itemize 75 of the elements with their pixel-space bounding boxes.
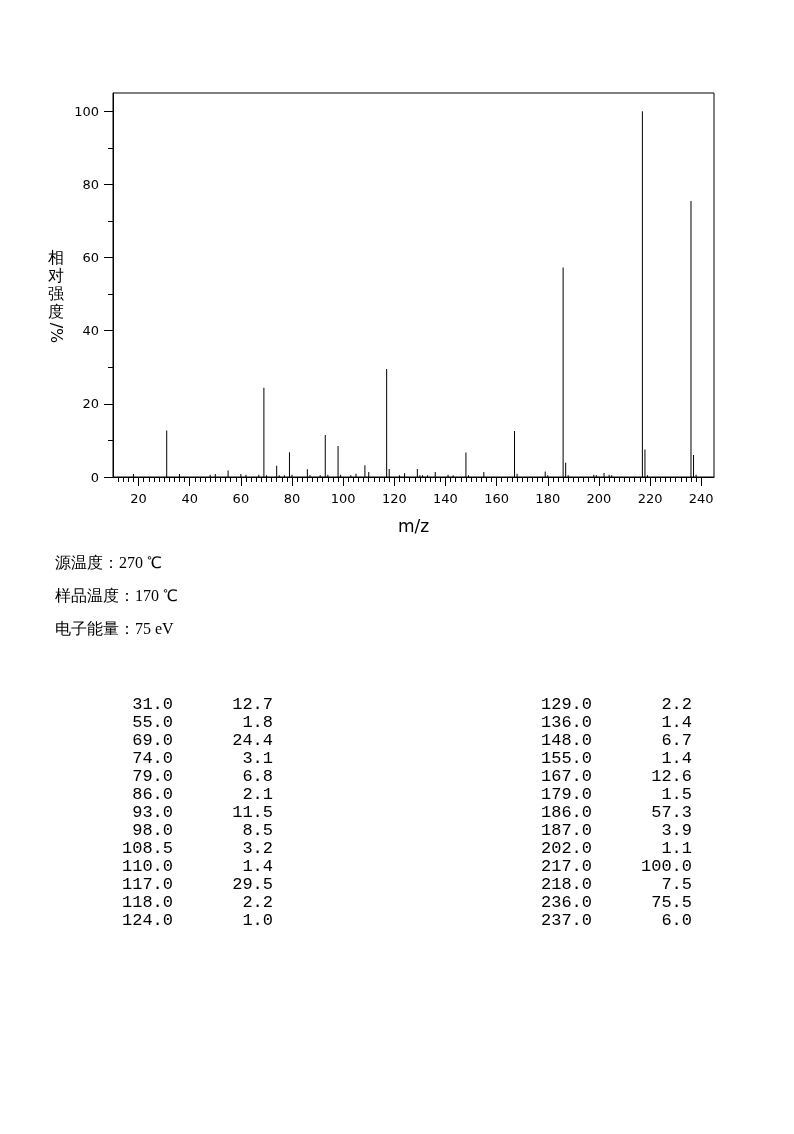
- text: 1.5: [660, 785, 692, 804]
- text: 69.0: [131, 731, 173, 750]
- text: 218.0: [540, 875, 592, 894]
- x-tick-label: 240: [688, 491, 714, 506]
- text: 98.0: [131, 821, 173, 840]
- text: 12.6: [650, 767, 692, 786]
- text: 75.5: [650, 893, 692, 912]
- text: 217.0: [540, 857, 592, 876]
- x-tick-label: 180: [535, 491, 561, 506]
- text: 129.0: [540, 695, 592, 714]
- text: 124.0: [121, 911, 173, 930]
- text: 源温度：270 ℃: [55, 553, 163, 573]
- text: 187.0: [540, 821, 592, 840]
- x-axis-title: m/z: [397, 515, 430, 536]
- text: 167.0: [540, 767, 592, 786]
- text: 6.7: [660, 731, 692, 750]
- text: 179.0: [540, 785, 592, 804]
- text: 6.0: [660, 911, 692, 930]
- x-tick-label: 80: [283, 491, 301, 506]
- text: 1.8: [241, 713, 273, 732]
- x-tick-label: 120: [381, 491, 407, 506]
- text: 6.8: [241, 767, 273, 786]
- text: 74.0: [131, 749, 173, 768]
- x-tick-label: 220: [637, 491, 663, 506]
- text: 1.4: [241, 857, 273, 876]
- y-tick-label: 80: [82, 176, 99, 192]
- text: 136.0: [540, 713, 592, 732]
- text: 1.1: [660, 839, 692, 858]
- text: 2.2: [660, 695, 692, 714]
- text: 电子能量：75 eV: [55, 619, 175, 639]
- text: 202.0: [540, 839, 592, 858]
- text: 237.0: [540, 911, 592, 930]
- x-tick-label: 200: [586, 491, 612, 506]
- x-tick-label: 40: [181, 491, 198, 506]
- x-tick-label: 160: [484, 491, 510, 506]
- text: 236.0: [540, 893, 592, 912]
- text: 148.0: [540, 731, 592, 750]
- text: 2.1: [241, 785, 273, 804]
- text: 31.0: [131, 695, 173, 714]
- text: 1.4: [660, 749, 692, 768]
- text: 155.0: [540, 749, 592, 768]
- x-tick-label: 140: [433, 491, 458, 506]
- x-tick-label: 20: [130, 491, 147, 506]
- text: 108.5: [121, 839, 173, 858]
- text: 3.9: [660, 821, 692, 840]
- text: 29.5: [231, 875, 273, 894]
- y-axis-title: 相对强度/%: [46, 248, 66, 343]
- text: 118.0: [121, 893, 173, 912]
- text: 117.0: [121, 875, 173, 894]
- text: 8.5: [241, 821, 273, 840]
- text: 2.2: [241, 893, 273, 912]
- text: 样品温度：170 ℃: [55, 586, 178, 606]
- text: 7.5: [660, 875, 692, 894]
- x-tick-label: 100: [330, 491, 356, 506]
- text: 86.0: [131, 785, 173, 804]
- text: 1.4: [660, 713, 692, 732]
- text: 79.0: [131, 767, 173, 786]
- text: 57.3: [650, 803, 692, 822]
- text: 186.0: [540, 803, 592, 822]
- x-tick-label: 60: [232, 491, 250, 506]
- text: 55.0: [131, 713, 173, 732]
- y-tick-label: 20: [82, 396, 99, 412]
- y-tick-label: 60: [82, 250, 99, 266]
- text: 24.4: [231, 731, 273, 750]
- text: 110.0: [121, 857, 173, 876]
- text: 93.0: [131, 803, 173, 822]
- text: 100.0: [640, 857, 692, 876]
- text: 11.5: [231, 803, 273, 822]
- y-tick-label: 100: [74, 103, 99, 119]
- text: 3.2: [241, 839, 273, 858]
- y-tick-label: 0: [90, 469, 99, 485]
- text: 12.7: [231, 695, 273, 714]
- text: 1.0: [241, 911, 273, 930]
- y-tick-label: 40: [82, 323, 99, 339]
- text: 3.1: [241, 749, 273, 768]
